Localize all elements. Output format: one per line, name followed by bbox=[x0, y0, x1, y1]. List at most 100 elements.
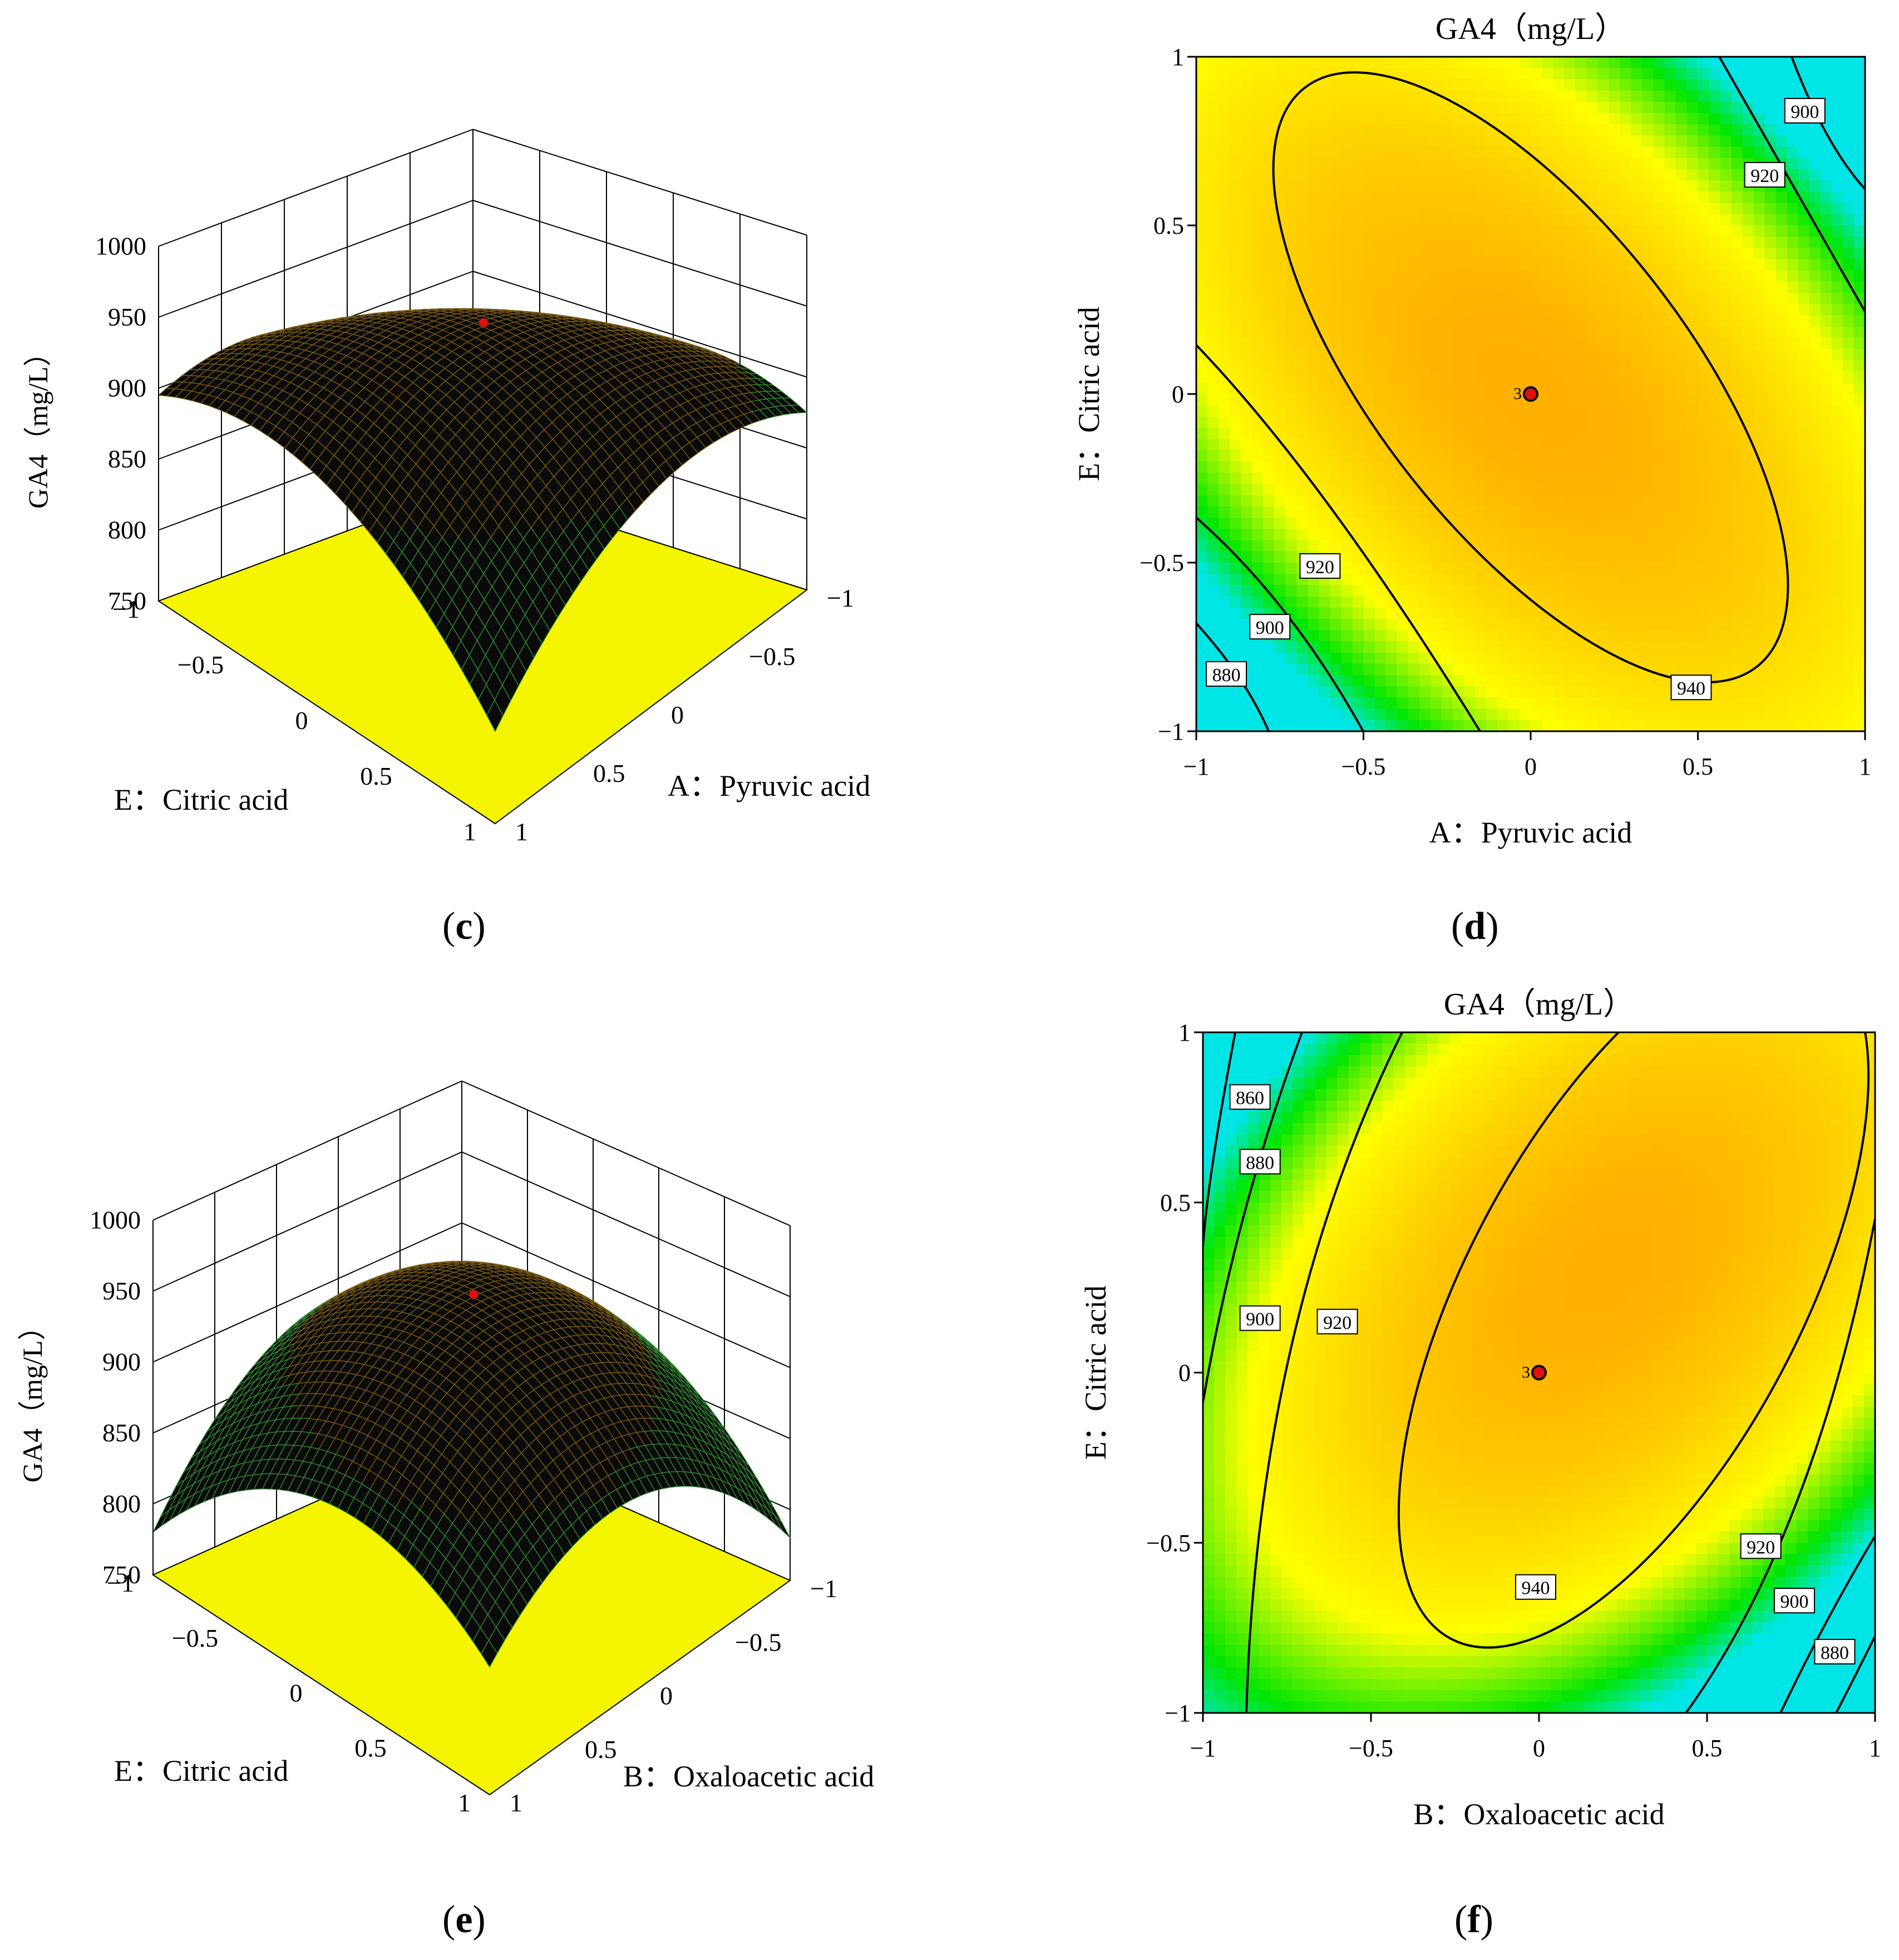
field-cell bbox=[1230, 630, 1242, 642]
field-cell bbox=[1720, 304, 1732, 316]
field-cell bbox=[1731, 585, 1743, 597]
field-cell bbox=[1241, 248, 1253, 260]
field-cell bbox=[1586, 518, 1599, 530]
field-cell bbox=[1474, 237, 1487, 249]
field-cell bbox=[1520, 472, 1531, 485]
field-cell bbox=[1575, 585, 1587, 597]
field-cell bbox=[1430, 371, 1442, 383]
field-cell bbox=[1586, 68, 1599, 80]
field-cell bbox=[1620, 113, 1632, 125]
field-cell bbox=[1463, 79, 1476, 91]
field-cell bbox=[1564, 427, 1576, 440]
field-cell bbox=[1575, 663, 1587, 676]
field-cell bbox=[1285, 382, 1298, 395]
field-cell bbox=[1798, 382, 1810, 395]
field-cell bbox=[1742, 203, 1754, 215]
field-cell bbox=[1787, 146, 1799, 159]
field-cell bbox=[1775, 338, 1788, 350]
field-cell bbox=[1698, 304, 1710, 316]
field-cell bbox=[1296, 450, 1309, 462]
field-cell bbox=[1219, 427, 1231, 440]
field-cell bbox=[1508, 563, 1520, 575]
field-cell bbox=[1631, 68, 1643, 80]
field-cell bbox=[1385, 57, 1398, 69]
field-cell bbox=[1531, 349, 1542, 361]
field-cell bbox=[1497, 338, 1509, 350]
field-cell bbox=[1542, 326, 1553, 338]
field-cell bbox=[1486, 619, 1498, 631]
field-cell bbox=[1463, 596, 1476, 608]
field-cell bbox=[1798, 315, 1810, 327]
field-cell bbox=[1285, 124, 1298, 136]
field-cell bbox=[1374, 214, 1387, 226]
field-cell bbox=[1508, 57, 1520, 69]
field-cell bbox=[1474, 338, 1487, 350]
field-cell bbox=[1430, 360, 1442, 372]
field-cell bbox=[1709, 427, 1721, 440]
field-cell bbox=[1531, 68, 1542, 80]
field-cell bbox=[1742, 518, 1754, 530]
field-cell bbox=[1787, 259, 1799, 271]
field-cell bbox=[1385, 90, 1398, 102]
field-cell bbox=[1252, 169, 1264, 181]
field-cell bbox=[1285, 57, 1298, 69]
field-cell bbox=[1542, 57, 1553, 69]
field-cell bbox=[1374, 270, 1387, 282]
field-cell bbox=[1196, 450, 1208, 462]
field-cell bbox=[1787, 349, 1799, 361]
field-cell bbox=[1430, 225, 1442, 238]
field-cell bbox=[1207, 394, 1219, 406]
field-cell bbox=[1207, 90, 1219, 102]
field-cell bbox=[1241, 720, 1253, 732]
field-cell bbox=[1363, 596, 1375, 608]
field-cell bbox=[1419, 472, 1431, 485]
field-cell bbox=[1319, 101, 1331, 114]
field-cell bbox=[1653, 90, 1665, 102]
field-cell bbox=[1597, 146, 1610, 159]
field-cell bbox=[1352, 135, 1364, 147]
field-cell bbox=[1609, 416, 1621, 429]
field-cell bbox=[1408, 360, 1420, 372]
field-cell bbox=[1686, 619, 1699, 631]
field-cell bbox=[1341, 225, 1353, 238]
field-cell bbox=[1575, 540, 1587, 552]
field-cell bbox=[1620, 484, 1632, 496]
wall-grid-horizontal bbox=[472, 200, 807, 307]
field-cell bbox=[1508, 248, 1520, 260]
field-cell bbox=[1597, 282, 1610, 294]
field-cell bbox=[1419, 652, 1431, 664]
field-cell bbox=[1787, 686, 1799, 698]
field-cell bbox=[1374, 293, 1387, 305]
field-cell bbox=[1653, 360, 1665, 372]
field-cell bbox=[1675, 113, 1688, 125]
field-cell bbox=[1642, 607, 1654, 619]
field-cell bbox=[1341, 124, 1353, 136]
field-cell bbox=[1419, 439, 1431, 451]
field-cell bbox=[1686, 349, 1699, 361]
field-cell bbox=[1597, 90, 1610, 102]
field-cell bbox=[1219, 326, 1231, 338]
field-cell bbox=[1441, 101, 1453, 114]
field-cell bbox=[1474, 191, 1487, 204]
field-cell bbox=[1731, 427, 1743, 440]
field-cell bbox=[1219, 585, 1231, 597]
field-cell bbox=[1586, 563, 1599, 575]
field-cell bbox=[1686, 90, 1699, 102]
field-cell bbox=[1642, 349, 1654, 361]
field-cell bbox=[1341, 484, 1353, 496]
field-cell bbox=[1397, 529, 1409, 541]
field-cell bbox=[1798, 270, 1810, 282]
field-cell bbox=[1497, 518, 1509, 530]
field-cell bbox=[1698, 270, 1710, 282]
field-cell bbox=[1631, 394, 1643, 406]
field-cell bbox=[1631, 405, 1643, 417]
field-cell bbox=[1575, 720, 1587, 732]
field-cell bbox=[1542, 686, 1553, 698]
field-cell bbox=[1319, 113, 1331, 125]
field-cell bbox=[1419, 540, 1431, 552]
field-cell bbox=[1452, 630, 1464, 642]
field-cell bbox=[1575, 90, 1587, 102]
field-cell bbox=[1631, 495, 1643, 507]
field-cell bbox=[1486, 641, 1498, 653]
field-cell bbox=[1486, 304, 1498, 316]
